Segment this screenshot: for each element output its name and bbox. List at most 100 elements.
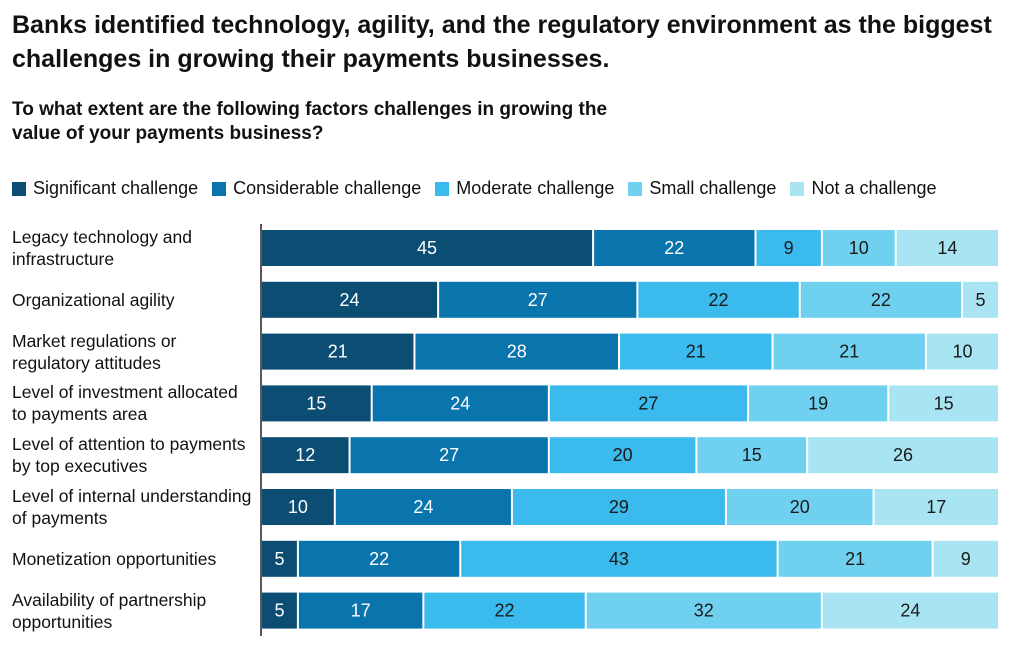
category-label: Level of investment allocated to payment… <box>12 382 238 425</box>
category-label: Level of internal understanding of payme… <box>12 486 252 528</box>
bar-segment <box>697 437 807 474</box>
legend-label: Considerable challenge <box>233 178 422 198</box>
bar-segment <box>778 540 932 577</box>
data-label: 43 <box>609 549 629 569</box>
data-label: 9 <box>784 238 794 258</box>
category-label: Legacy technology and infrastructure <box>12 227 192 269</box>
data-label: 5 <box>274 549 284 569</box>
bar-segment <box>262 385 371 422</box>
bar-segment <box>773 333 925 370</box>
data-label: 5 <box>976 290 986 310</box>
data-label: 10 <box>288 497 308 517</box>
data-label: 20 <box>790 497 810 517</box>
data-label: 24 <box>450 393 470 413</box>
data-label: 19 <box>808 393 828 413</box>
bar-segment <box>808 437 998 474</box>
bar-segment <box>372 385 548 422</box>
bar-segment <box>822 592 998 629</box>
bar-segment <box>549 437 696 474</box>
legend-item: Significant challenge <box>12 178 198 199</box>
bar-segment <box>933 540 998 577</box>
data-label: 24 <box>340 290 360 310</box>
bar-segment <box>350 437 548 474</box>
bar-segment <box>549 385 748 422</box>
data-label: 27 <box>638 393 658 413</box>
bar-segment <box>262 230 593 266</box>
bar-segment <box>638 281 799 318</box>
data-label: 22 <box>495 601 515 621</box>
legend-swatch <box>212 181 227 196</box>
data-label: 17 <box>926 497 946 517</box>
data-label: 15 <box>306 393 326 413</box>
category-label: Availability of partnership opportunitie… <box>12 589 207 632</box>
legend-item: Moderate challenge <box>435 178 614 199</box>
bar-segment <box>439 281 637 318</box>
data-label: 21 <box>328 342 348 362</box>
legend-label: Moderate challenge <box>456 178 615 198</box>
data-label: 27 <box>439 445 459 465</box>
data-label: 14 <box>937 238 957 258</box>
bar-segment <box>620 333 772 370</box>
legend-swatch <box>12 181 26 196</box>
data-label: 15 <box>934 393 954 413</box>
category-label: Organizational agility <box>12 289 175 310</box>
bar-segment <box>262 540 297 577</box>
bar-segment <box>822 230 895 266</box>
bar-segment <box>262 333 414 370</box>
data-label: 17 <box>351 601 371 621</box>
legend-label: Significant challenge <box>33 178 199 198</box>
data-label: 22 <box>664 238 684 258</box>
legend: Significant challenge Considerable challe… <box>12 178 937 199</box>
bar-segment <box>298 540 460 577</box>
bar-segment <box>415 333 619 370</box>
data-label: 22 <box>709 290 729 310</box>
legend-item: Considerable challenge <box>212 178 421 199</box>
data-label: 28 <box>507 342 527 362</box>
legend-swatch <box>628 181 643 196</box>
bar-segment <box>586 592 821 629</box>
data-label: 21 <box>845 549 865 569</box>
chart-subtitle: To what extent are the following factors… <box>12 99 608 144</box>
data-label: 27 <box>528 290 548 310</box>
bar-segment <box>262 592 297 629</box>
category-label: Market regulations or regulatory attitud… <box>12 330 177 373</box>
legend-swatch <box>435 181 450 196</box>
data-label: 24 <box>413 497 433 517</box>
bar-segment <box>512 489 725 525</box>
bar-segment <box>461 540 777 577</box>
bar-segment <box>424 592 585 629</box>
data-label: 21 <box>839 342 859 362</box>
bar-segment <box>926 333 998 370</box>
legend-label: Small challenge <box>649 178 777 198</box>
legend-swatch <box>790 181 805 196</box>
data-label: 9 <box>961 549 971 569</box>
category-label: Monetization opportunities <box>12 548 217 569</box>
bar-segment <box>298 592 423 629</box>
data-label: 5 <box>274 601 284 621</box>
legend-item: Small challenge <box>628 178 776 199</box>
data-label: 15 <box>742 445 762 465</box>
data-label: 45 <box>417 238 437 258</box>
bar-segment <box>749 385 888 422</box>
data-label: 22 <box>871 290 891 310</box>
data-label: 26 <box>893 445 913 465</box>
data-label: 29 <box>609 497 629 517</box>
data-label: 10 <box>849 238 869 258</box>
legend-label: Not a challenge <box>811 178 937 198</box>
data-label: 10 <box>952 342 972 362</box>
bar-segment <box>262 437 349 474</box>
data-label: 12 <box>295 445 315 465</box>
data-label: 32 <box>694 601 714 621</box>
bar-segment <box>262 489 334 525</box>
legend-item: Not a challenge <box>790 178 937 199</box>
bar-segment <box>756 230 821 266</box>
bar-segment <box>889 385 998 422</box>
bar-segment <box>262 281 438 318</box>
bar-segment <box>874 489 998 525</box>
bar-segment <box>896 230 998 266</box>
chart-title: Banks identified technology, agility, an… <box>12 11 992 73</box>
data-label: 22 <box>369 549 389 569</box>
category-label: Level of attention to payments by top ex… <box>12 434 246 477</box>
bar-segment <box>335 489 511 525</box>
